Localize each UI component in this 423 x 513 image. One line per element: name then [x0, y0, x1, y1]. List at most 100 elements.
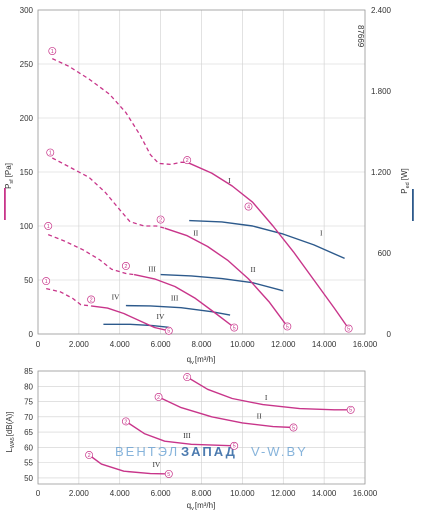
y-right-tick-label: 1.200 [371, 168, 392, 177]
pressure-ii-marker-2 [156, 215, 165, 224]
pressure-curve-i-dashed [52, 58, 188, 166]
noise-iv-marker-2 [85, 451, 94, 459]
y-left-label-unit: [Pa] [4, 163, 13, 177]
pressure-iii-marker-1 [44, 222, 53, 230]
noise-curve-iv [88, 454, 169, 475]
pressure-i-marker-2-label: 2 [186, 158, 189, 164]
noise-ii-marker-5-label: 5 [292, 425, 295, 431]
noise-curve-ii-label: II [257, 411, 262, 420]
pressure-curve-ii [164, 227, 288, 327]
power-curve-iii [125, 304, 231, 316]
top-x-tick-label: 6.000 [151, 340, 172, 349]
y-right-tick-label: 600 [378, 249, 392, 258]
top-x-tick-label: 2.000 [69, 340, 90, 349]
power-curve-i-label: I [320, 228, 323, 237]
y-right-label-unit: [W] [400, 168, 409, 180]
y-noise-tick-label: 60 [24, 443, 33, 452]
pressure-curve-i [186, 161, 350, 330]
y-left-color-key [4, 188, 6, 220]
y-right-color-key [412, 189, 414, 221]
svg-text:LWA5[dB(A)]: LWA5[dB(A)] [5, 411, 16, 452]
y-noise-tick-label: 80 [24, 382, 33, 391]
pressure-i-marker-4-label: 4 [247, 204, 250, 210]
pressure-ii-marker-5 [283, 322, 292, 331]
pressure-iv-marker-1 [42, 277, 51, 286]
noise-iii-marker-2 [121, 417, 130, 426]
pressure-iii-marker-1-label: 1 [47, 224, 50, 230]
bottom-x-tick-label: 4.000 [110, 489, 131, 498]
bottom-x-tick-label: 12.000 [271, 489, 296, 498]
noise-ii-marker-2-label: 2 [157, 395, 160, 401]
pressure-iv-marker-1-label: 1 [45, 279, 48, 285]
pressure-iv-marker-2-label: 2 [90, 297, 93, 303]
y-right-label-main: P [400, 188, 409, 193]
noise-iii-marker-5 [230, 441, 239, 450]
bottom-tick-labels: 0 2.000 4.000 6.000 8.000 10.000 12.000 14.000 1… [24, 367, 378, 498]
pressure-ii-marker-2-label: 2 [159, 217, 162, 223]
pressure-curve-iii [133, 273, 235, 329]
y-noise-tick-label: 75 [24, 398, 33, 407]
noise-curve-ii [158, 396, 294, 429]
pressure-i-marker-1-label: 1 [51, 49, 54, 55]
noise-ii-marker-2 [154, 393, 163, 401]
pressure-curve-ii-dashed [51, 157, 165, 229]
noise-i-marker-2-label: 2 [186, 375, 189, 381]
pressure-curve-iv [91, 305, 169, 332]
pressure-i-marker-1 [48, 47, 57, 55]
pressure-iv-marker-5 [164, 326, 173, 335]
noise-curves: I 2 5 II 2 5 III 2 5 IV 2 5 [85, 373, 355, 478]
y-left-axis-label: Psf [Pa] [4, 163, 15, 189]
noise-curve-i-label: I [265, 393, 268, 402]
y-noise-label-unit: [dB(A)] [5, 411, 14, 436]
x-label-unit-bottom: [m³/h] [195, 501, 215, 510]
y-noise-tick-label: 70 [24, 413, 33, 422]
y-right-axis-label: Ped [W] [400, 168, 411, 193]
bottom-x-tick-label: 16.000 [353, 489, 378, 498]
pressure-i-marker-5 [344, 324, 353, 333]
x-label-unit-top: [m³/h] [195, 355, 215, 364]
chart-code: 87669 [356, 25, 365, 48]
x-axis-label-top: qv[m³/h] [187, 355, 216, 366]
watermark-text-a: ВЕНТЭЛ [115, 444, 179, 459]
power-curve-iv [103, 323, 169, 328]
watermark-text-b: ЗАПАД [181, 444, 237, 459]
top-x-tick-label: 10.000 [230, 340, 255, 349]
pressure-iii-marker-5 [230, 323, 239, 332]
y-left-tick-label: 300 [20, 6, 34, 15]
bottom-plot-frame [37, 370, 366, 485]
watermark: ВЕНТЭЛ ЗАПАД V-W.BY [115, 444, 306, 459]
y-left-label-main: P [4, 184, 13, 189]
x-label-sub-top: v [191, 360, 194, 366]
pressure-iii-marker-5-label: 5 [233, 325, 236, 331]
noise-curve-iii-label: III [183, 431, 191, 440]
top-x-tick-label: 8.000 [191, 340, 212, 349]
bottom-x-tick-label: 8.000 [191, 489, 212, 498]
y-left-tick-label: 150 [20, 168, 34, 177]
noise-curve-i [186, 376, 351, 411]
noise-curve-iv-label: IV [152, 460, 160, 469]
svg-text:Ped[W]: Ped [W] [400, 168, 411, 193]
svg-text:Psf[Pa]: Psf [Pa] [4, 163, 15, 189]
pressure-curve-i-label: I [228, 176, 231, 185]
pressure-iii-marker-2-label: 2 [124, 264, 127, 270]
power-curve-ii [160, 273, 284, 292]
y-noise-label-main: L [5, 448, 14, 453]
bottom-x-tick-label: 10.000 [230, 489, 255, 498]
top-x-tick-label: 0 [36, 340, 41, 349]
top-plot-frame [37, 9, 366, 335]
pressure-i-marker-2 [183, 156, 192, 165]
pressure-iv-marker-5-label: 5 [167, 329, 170, 335]
top-x-tick-label: 14.000 [312, 340, 337, 349]
y-noise-axis-label: LWA5[dB(A)] [5, 411, 16, 452]
power-curve-iv-label: IV [157, 312, 165, 321]
pressure-curve-iii-label: III [148, 264, 156, 273]
y-left-tick-label: 0 [29, 330, 34, 339]
noise-i-marker-5 [346, 405, 355, 414]
top-x-tick-label: 16.000 [353, 340, 378, 349]
noise-curve-iii [125, 420, 235, 447]
pressure-iv-marker-2 [87, 295, 96, 304]
x-label-sub-bottom: v [191, 506, 194, 512]
noise-iii-marker-5-label: 5 [233, 444, 236, 450]
